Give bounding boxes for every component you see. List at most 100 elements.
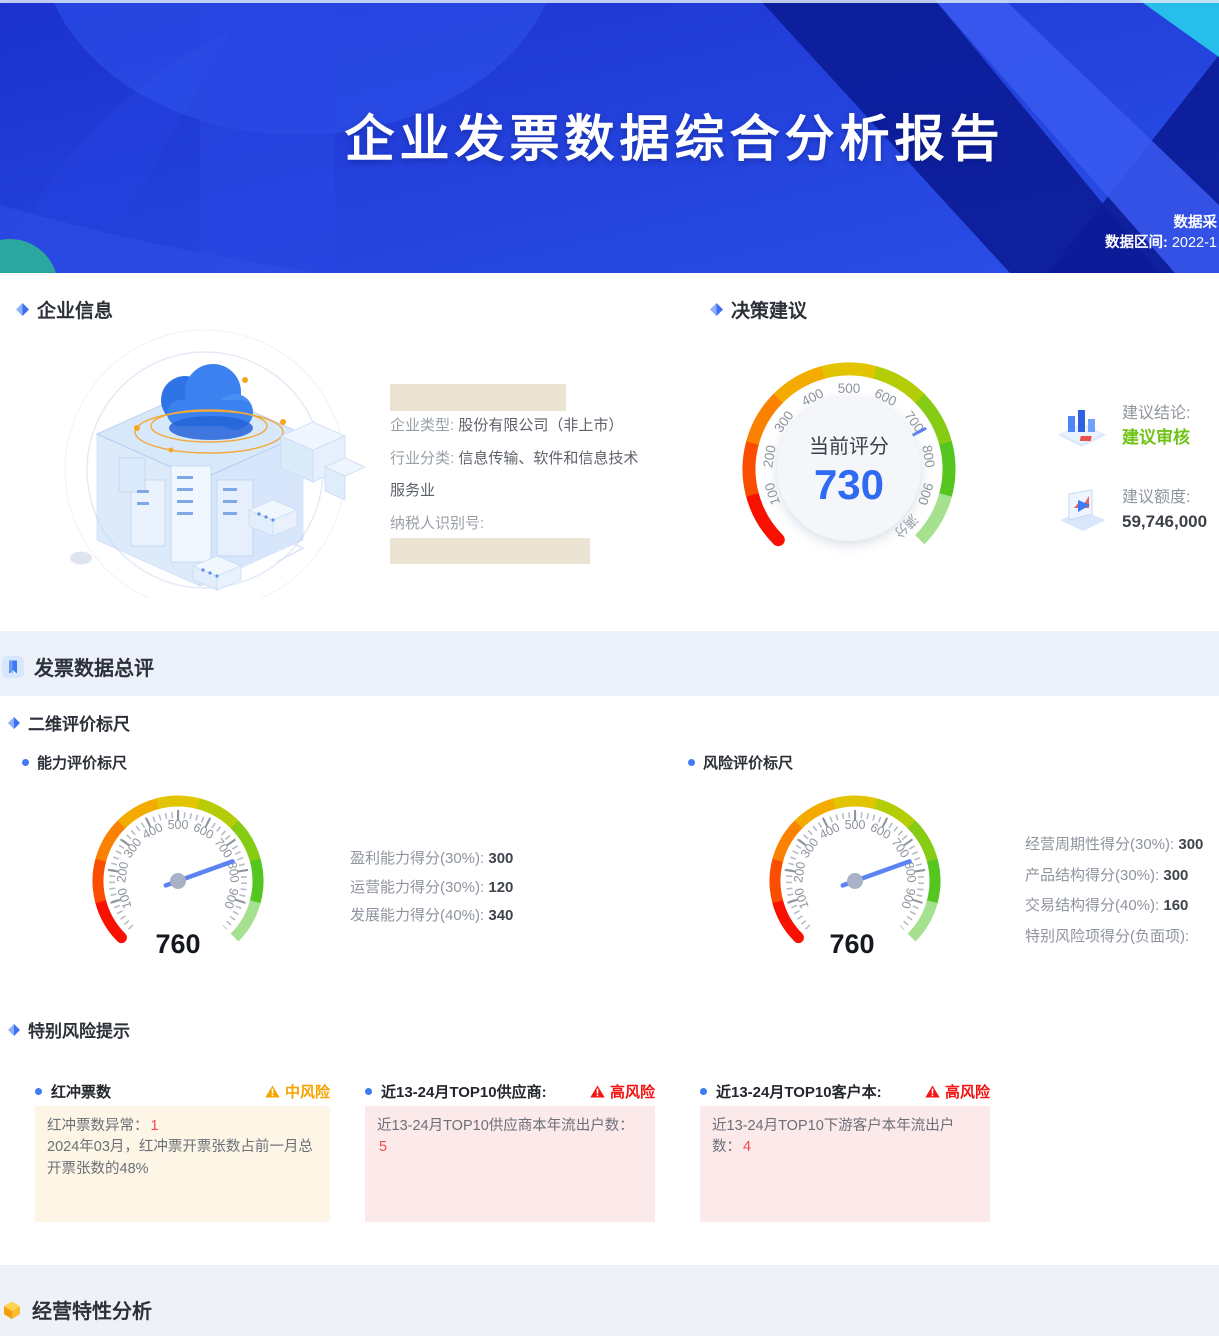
svg-text:700: 700: [212, 836, 236, 861]
risk-scale-label: 风险评价标尺: [703, 755, 794, 772]
meta-range-label: 数据区间:: [1104, 234, 1168, 251]
svg-text:400: 400: [140, 820, 165, 842]
conclusion-text: 建议结论: 建议审核: [1122, 402, 1190, 450]
conclusion-value: 建议审核: [1122, 428, 1190, 447]
score-row: 交易结构得分(40%): 160: [1025, 891, 1203, 922]
diamond-icon: [8, 716, 20, 729]
risk-body-text: 2024年03月，红冲票开票张数占前一月总开票张数的48%: [47, 1139, 313, 1177]
diamond-icon: [8, 1023, 20, 1036]
svg-text:100: 100: [115, 886, 135, 910]
meta-range-value: 2022-1: [1167, 234, 1217, 251]
score-row: 产品结构得分(30%): 300: [1025, 861, 1203, 892]
decision-score-panel: 当前评分 730: [777, 397, 921, 541]
risk-card-title: 近13-24月TOP10供应商:: [365, 1081, 547, 1102]
two-dim-heading-label: 二维评价标尺: [28, 715, 130, 734]
svg-text:100: 100: [792, 886, 812, 910]
svg-text:100: 100: [762, 481, 783, 507]
field-label: 纳税人识别号:: [390, 514, 485, 532]
risk-level-label: 中风险: [284, 1083, 330, 1101]
svg-text:300: 300: [798, 835, 822, 860]
conclusion-row: 建议结论: 建议审核: [1058, 402, 1190, 450]
field-value: 信息传输、软件和信息技术服务业: [390, 449, 639, 500]
bar-chart-3d-icon: [1058, 410, 1106, 447]
summary-band: [0, 631, 1219, 696]
risk-level-label: 高风险: [944, 1083, 990, 1101]
risk-card-title-label: 近13-24月TOP10客户本:: [716, 1083, 882, 1101]
svg-text:500: 500: [845, 818, 866, 832]
company-field-row: 企业类型: 股份有限公司（非上市）: [390, 410, 652, 443]
risk-body-text: 红冲票数异常：: [47, 1118, 149, 1134]
diamond-icon: [710, 303, 723, 316]
quota-value: 59,746,000: [1122, 512, 1208, 531]
svg-text:600: 600: [191, 820, 216, 842]
company-field-row: 行业分类: 信息传输、软件和信息技术服务业: [390, 443, 652, 508]
svg-text:900: 900: [915, 481, 936, 507]
score-value: 340: [488, 907, 514, 924]
svg-text:200: 200: [791, 861, 808, 884]
svg-text:200: 200: [114, 861, 131, 884]
risk-level-label: 高风险: [609, 1083, 655, 1101]
score-label: 经营周期性得分(30%):: [1025, 836, 1179, 853]
score-value: 300: [1178, 836, 1204, 853]
diamond-icon: [16, 303, 29, 316]
score-label: 盈利能力得分(30%):: [350, 850, 489, 867]
report-title: 企业发票数据综合分析报告: [344, 111, 1005, 167]
score-label: 特别风险项得分(负面项):: [1025, 927, 1190, 945]
field-label: 行业分类:: [390, 449, 459, 467]
risk-body-text: 近13-24月TOP10下游客户本年流出户数：: [712, 1118, 955, 1156]
bullet-icon: [688, 759, 695, 766]
svg-text:700: 700: [889, 836, 913, 861]
meta-line1: 数据采: [1173, 215, 1218, 231]
score-caption: 当前评分: [809, 435, 889, 458]
score-label: 运营能力得分(30%):: [350, 878, 489, 896]
business-band: [0, 1265, 1219, 1336]
ability-scale-label: 能力评价标尺: [37, 755, 128, 772]
risk-body-highlight: 5: [379, 1139, 388, 1156]
risk-card-header: 近13-24月TOP10供应商: 高风险: [365, 1080, 655, 1102]
svg-text:900: 900: [898, 886, 918, 910]
svg-text:400: 400: [817, 820, 842, 842]
risk-card-title: 红冲票数: [35, 1081, 111, 1102]
two-dim-heading: 二维评价标尺: [8, 710, 130, 735]
score-row: 运营能力得分(30%): 120: [350, 874, 513, 903]
quota-text: 建议额度: 59,746,000: [1122, 486, 1207, 534]
company-illustration: [64, 330, 365, 598]
svg-text:800: 800: [919, 444, 937, 469]
svg-text:800: 800: [225, 861, 242, 884]
redacted-tax-id: [390, 538, 590, 564]
bullet-icon: [365, 1087, 372, 1095]
score-value: 300: [1163, 866, 1189, 884]
ability-score-list: 盈利能力得分(30%): 300 运营能力得分(30%): 120 发展能力得分…: [350, 845, 513, 931]
decision-heading: 决策建议: [710, 296, 807, 323]
warning-triangle-icon: [925, 1085, 940, 1097]
risk-level-badge: 中风险: [265, 1081, 330, 1102]
summary-heading: 发票数据总评: [2, 652, 154, 681]
warning-triangle-icon: [590, 1085, 605, 1097]
score-value: 730: [813, 460, 885, 508]
special-risk-heading-label: 特别风险提示: [28, 1022, 130, 1041]
score-value: 160: [1163, 897, 1189, 914]
score-row: 特别风险项得分(负面项):: [1025, 922, 1203, 953]
company-fields: 企业类型: 股份有限公司（非上市） 行业分类: 信息传输、软件和信息技术服务业 …: [390, 410, 652, 540]
risk-body-highlight: 4: [743, 1139, 752, 1156]
svg-text:800: 800: [902, 861, 919, 884]
quota-row: 建议额度: 59,746,000: [1060, 486, 1207, 534]
risk-card-body: 近13-24月TOP10下游客户本年流出户数： 4: [700, 1106, 990, 1222]
svg-text:500: 500: [168, 818, 189, 832]
svg-text:300: 300: [121, 835, 145, 860]
special-risk-heading: 特别风险提示: [8, 1017, 130, 1042]
svg-text:500: 500: [838, 381, 861, 396]
risk-score-value: 760: [829, 929, 875, 959]
score-label: 发展能力得分(40%):: [350, 907, 489, 924]
summary-heading-label: 发票数据总评: [34, 658, 154, 680]
company-heading-label: 企业信息: [37, 301, 114, 322]
risk-card-header: 红冲票数 中风险: [35, 1080, 330, 1102]
cube-icon: [4, 1301, 20, 1319]
svg-text:200: 200: [760, 444, 778, 469]
report-banner: 企业发票数据综合分析报告 数据采 数据区间: 2022-1: [0, 0, 1219, 273]
score-row: 盈利能力得分(30%): 300: [350, 845, 513, 874]
business-heading: 经营特性分析: [2, 1295, 152, 1324]
